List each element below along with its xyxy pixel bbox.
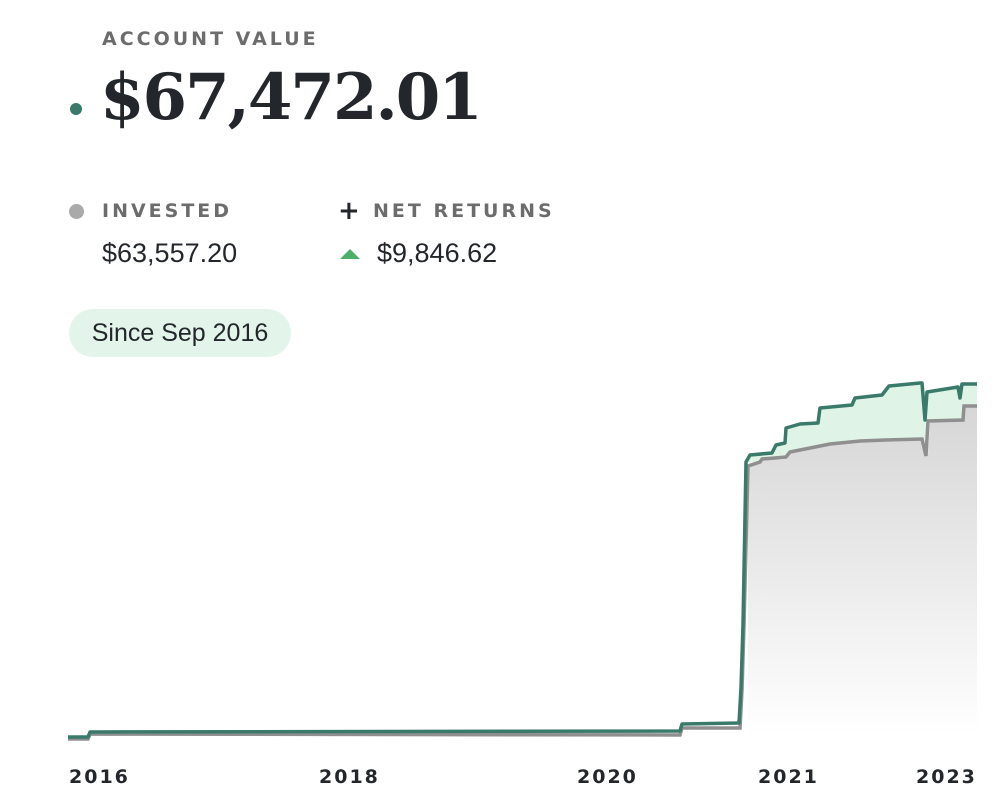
invested-amount: $63,557.20 bbox=[102, 238, 238, 268]
account-value-chart[interactable]: 2016 2018 2020 2021 2023 bbox=[0, 370, 1004, 808]
x-tick-2020: 2020 bbox=[577, 766, 638, 788]
net-returns-amount: $9,846.62 bbox=[377, 238, 498, 268]
invested-area bbox=[748, 406, 977, 737]
net-returns-area bbox=[746, 383, 977, 462]
x-tick-2016: 2016 bbox=[69, 766, 130, 788]
x-tick-2018: 2018 bbox=[319, 766, 380, 788]
plus-icon: + bbox=[338, 196, 360, 226]
account-value-label: ACCOUNT VALUE bbox=[102, 28, 319, 50]
period-filter-button[interactable]: Since Sep 2016 bbox=[69, 309, 291, 357]
triangle-up-icon bbox=[340, 249, 360, 259]
account-value-dot-icon bbox=[70, 103, 82, 115]
account-value-amount: $67,472.01 bbox=[100, 60, 483, 135]
account-value-line bbox=[68, 381, 977, 739]
net-returns-label: NET RETURNS bbox=[373, 200, 555, 222]
invested-dot-icon bbox=[69, 204, 84, 219]
invested-label: INVESTED bbox=[102, 200, 233, 222]
x-tick-2023: 2023 bbox=[916, 766, 977, 788]
x-tick-2021: 2021 bbox=[758, 766, 819, 788]
